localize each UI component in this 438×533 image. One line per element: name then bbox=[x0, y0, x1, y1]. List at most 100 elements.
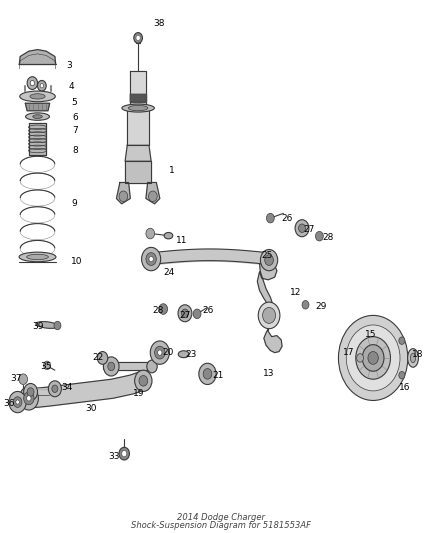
Text: 1: 1 bbox=[169, 166, 174, 175]
Circle shape bbox=[19, 374, 28, 384]
Circle shape bbox=[48, 381, 61, 397]
Circle shape bbox=[158, 350, 162, 356]
Circle shape bbox=[122, 450, 127, 457]
Circle shape bbox=[302, 301, 309, 309]
Text: 36: 36 bbox=[3, 399, 14, 408]
Circle shape bbox=[399, 372, 405, 379]
Circle shape bbox=[295, 220, 309, 237]
Circle shape bbox=[136, 35, 140, 41]
Text: 37: 37 bbox=[11, 374, 22, 383]
Text: 18: 18 bbox=[412, 350, 424, 359]
Circle shape bbox=[193, 309, 201, 319]
Text: 27: 27 bbox=[180, 311, 191, 320]
Text: 26: 26 bbox=[202, 305, 214, 314]
Text: 25: 25 bbox=[261, 252, 273, 260]
Circle shape bbox=[24, 392, 34, 405]
Circle shape bbox=[299, 224, 305, 232]
Ellipse shape bbox=[30, 94, 45, 99]
Circle shape bbox=[27, 77, 38, 90]
Circle shape bbox=[362, 345, 384, 371]
Text: 21: 21 bbox=[213, 371, 224, 380]
Polygon shape bbox=[25, 103, 49, 111]
Circle shape bbox=[13, 397, 22, 407]
Circle shape bbox=[148, 191, 157, 201]
Text: 2014 Dodge Charger: 2014 Dodge Charger bbox=[177, 513, 265, 522]
Circle shape bbox=[38, 80, 46, 91]
Ellipse shape bbox=[178, 351, 189, 358]
Circle shape bbox=[159, 304, 168, 314]
Text: 26: 26 bbox=[281, 214, 293, 223]
Circle shape bbox=[261, 249, 278, 271]
Circle shape bbox=[150, 341, 170, 365]
Text: 12: 12 bbox=[290, 287, 301, 296]
Circle shape bbox=[155, 346, 165, 359]
Ellipse shape bbox=[36, 321, 58, 328]
Polygon shape bbox=[146, 182, 160, 204]
Circle shape bbox=[27, 395, 31, 401]
Circle shape bbox=[40, 84, 44, 88]
Text: 20: 20 bbox=[162, 348, 173, 357]
Ellipse shape bbox=[408, 349, 418, 367]
Circle shape bbox=[44, 361, 50, 369]
Circle shape bbox=[146, 253, 156, 265]
Text: 27: 27 bbox=[303, 225, 314, 234]
Text: 34: 34 bbox=[61, 383, 72, 392]
Polygon shape bbox=[125, 161, 151, 182]
Polygon shape bbox=[127, 108, 149, 146]
Circle shape bbox=[134, 370, 152, 391]
Ellipse shape bbox=[20, 91, 55, 102]
Circle shape bbox=[357, 354, 364, 362]
Text: 9: 9 bbox=[71, 199, 77, 208]
Circle shape bbox=[16, 400, 19, 404]
Text: 4: 4 bbox=[69, 82, 74, 91]
Text: 11: 11 bbox=[176, 237, 188, 246]
Text: 8: 8 bbox=[72, 146, 78, 155]
Text: 17: 17 bbox=[343, 348, 354, 357]
Ellipse shape bbox=[25, 113, 49, 120]
Circle shape bbox=[52, 385, 58, 392]
Circle shape bbox=[178, 305, 192, 322]
Text: 29: 29 bbox=[315, 302, 326, 311]
Ellipse shape bbox=[128, 106, 148, 111]
Circle shape bbox=[103, 357, 119, 376]
Circle shape bbox=[203, 368, 212, 379]
Ellipse shape bbox=[164, 232, 173, 239]
Circle shape bbox=[97, 352, 108, 365]
Text: 15: 15 bbox=[364, 330, 376, 339]
Ellipse shape bbox=[27, 254, 48, 260]
Polygon shape bbox=[258, 262, 282, 353]
Circle shape bbox=[181, 309, 188, 318]
Ellipse shape bbox=[19, 252, 56, 262]
Circle shape bbox=[265, 255, 273, 265]
Text: 28: 28 bbox=[153, 305, 164, 314]
Circle shape bbox=[139, 375, 148, 386]
Text: 23: 23 bbox=[186, 350, 197, 359]
Circle shape bbox=[147, 360, 157, 373]
Circle shape bbox=[9, 391, 26, 413]
Text: 6: 6 bbox=[72, 113, 78, 122]
Text: 38: 38 bbox=[153, 19, 165, 28]
Circle shape bbox=[266, 213, 274, 223]
Text: 30: 30 bbox=[85, 405, 97, 414]
Ellipse shape bbox=[33, 115, 42, 118]
Text: 24: 24 bbox=[164, 269, 175, 277]
Text: 7: 7 bbox=[72, 126, 78, 135]
Text: 35: 35 bbox=[41, 362, 52, 371]
Text: 16: 16 bbox=[399, 383, 411, 392]
Circle shape bbox=[399, 337, 405, 344]
Circle shape bbox=[199, 364, 216, 384]
Text: 5: 5 bbox=[71, 98, 77, 107]
Circle shape bbox=[262, 308, 276, 324]
Circle shape bbox=[368, 352, 378, 365]
Circle shape bbox=[146, 228, 155, 239]
Text: 10: 10 bbox=[71, 257, 82, 265]
Circle shape bbox=[258, 302, 280, 329]
Text: 39: 39 bbox=[32, 321, 44, 330]
Polygon shape bbox=[30, 372, 145, 408]
Circle shape bbox=[27, 387, 34, 396]
Text: 22: 22 bbox=[92, 353, 103, 362]
Circle shape bbox=[339, 316, 408, 400]
Circle shape bbox=[346, 325, 400, 391]
Polygon shape bbox=[131, 71, 146, 108]
Text: 33: 33 bbox=[109, 453, 120, 462]
